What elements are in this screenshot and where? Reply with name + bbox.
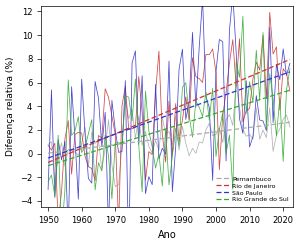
Y-axis label: Diferença relativa (%): Diferença relativa (%)	[6, 57, 15, 156]
X-axis label: Ano: Ano	[158, 231, 177, 240]
Legend: Pernambuco, Rio de Janeiro, São Paulo, Rio Grande do Sul: Pernambuco, Rio de Janeiro, São Paulo, R…	[215, 175, 290, 204]
